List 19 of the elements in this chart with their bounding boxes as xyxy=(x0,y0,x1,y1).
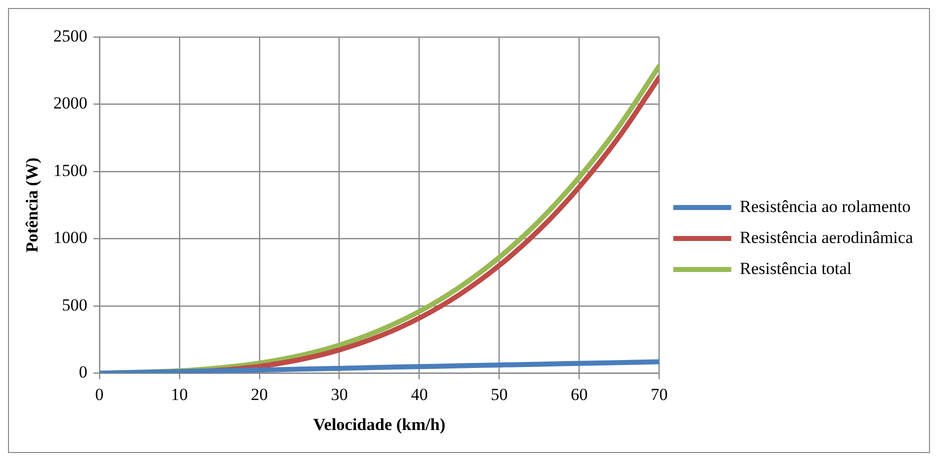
x-tick-label: 0 xyxy=(95,384,104,404)
x-tick-label: 60 xyxy=(570,384,588,404)
legend-label: Resistência aerodinâmica xyxy=(740,228,914,247)
x-tick-label: 70 xyxy=(650,384,668,404)
x-tick-label: 10 xyxy=(170,384,188,404)
x-axis-title: Velocidade (km/h) xyxy=(313,415,446,434)
y-tick-label: 1000 xyxy=(53,228,88,248)
x-tick-label: 20 xyxy=(250,384,268,404)
y-tick-label: 500 xyxy=(62,295,88,314)
legend-label: Resistência total xyxy=(740,258,852,278)
x-tick-label: 30 xyxy=(330,384,348,404)
y-tick-label: 2500 xyxy=(53,26,88,46)
legend-label: Resistência ao rolamento xyxy=(740,196,911,216)
y-axis-title: Potência (W) xyxy=(22,158,42,253)
y-tick-label: 2000 xyxy=(53,94,88,113)
y-tick-label: 1500 xyxy=(53,160,88,180)
y-tick-label: 0 xyxy=(78,362,88,382)
x-tick-label: 40 xyxy=(410,384,428,404)
x-tick-label: 50 xyxy=(490,384,508,404)
